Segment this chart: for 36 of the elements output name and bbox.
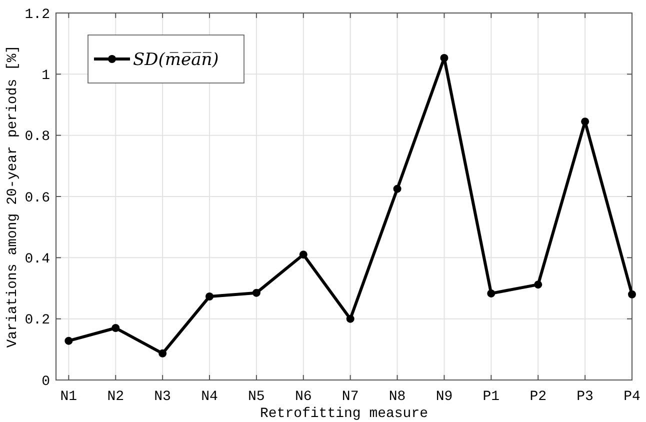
x-tick-label: N4 [201, 389, 218, 405]
x-tick-label: N3 [154, 389, 171, 405]
x-tick-label: N2 [107, 389, 124, 405]
point [393, 184, 402, 193]
y-axis-title: Variations among 20-year periods [%] [5, 45, 21, 348]
y-tick-label: 1.2 [24, 6, 50, 23]
x-tick-label: N5 [248, 389, 265, 405]
point [534, 280, 542, 289]
point [581, 118, 590, 126]
y-tick-label: 0.8 [24, 129, 50, 146]
point [440, 54, 448, 62]
y-tick-label: 0 [42, 374, 50, 390]
point [206, 292, 214, 301]
x-tick-label: P1 [482, 389, 500, 405]
point [299, 250, 308, 259]
point [487, 289, 496, 298]
x-tick-label: N8 [388, 389, 406, 405]
x-tick-label: N9 [436, 389, 453, 405]
point [112, 324, 120, 332]
y-tick-label: 0.6 [24, 190, 50, 206]
point [252, 288, 260, 297]
y-tick-label: 0.2 [24, 312, 50, 329]
x-tick-label: N6 [294, 389, 312, 405]
x-tick-label: N7 [342, 389, 359, 405]
point [64, 336, 73, 345]
x-tick-label: N1 [60, 389, 78, 405]
y-tick-label: 0.4 [24, 252, 50, 268]
x-tick-label: P3 [576, 389, 594, 405]
y-tick-label: 1 [42, 68, 50, 84]
point [158, 349, 167, 358]
x-axis-title: Retrofitting measure [260, 406, 428, 422]
x-tick-label: P2 [530, 389, 547, 405]
point [346, 314, 354, 323]
legend-label: SD(m̅e̅a̅n̅) [133, 50, 219, 70]
point [628, 290, 636, 298]
x-tick-label: P4 [624, 389, 640, 405]
